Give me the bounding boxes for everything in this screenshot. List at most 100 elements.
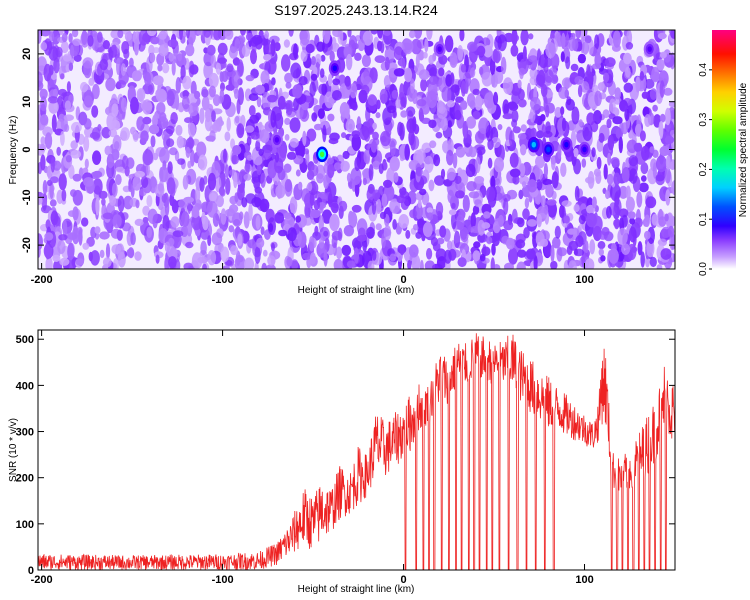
heatmap-cell [145, 163, 150, 176]
heatmap-cell [260, 70, 270, 85]
heatmap-cell [58, 234, 68, 241]
heatmap-cell [376, 99, 381, 110]
heatmap-cell [429, 140, 437, 149]
heatmap-cell [472, 88, 480, 96]
heatmap-cell [234, 254, 246, 269]
heatmap-cell [504, 262, 514, 269]
heatmap-cell [146, 30, 157, 37]
heatmap-cell [223, 148, 227, 163]
heatmap-cell [619, 99, 628, 112]
heatmap-cell [146, 195, 153, 207]
heatmap-cell [460, 64, 467, 73]
heatmap-cell [592, 110, 603, 125]
heatmap-cell [139, 188, 147, 197]
heatmap-cell [142, 149, 154, 166]
x-tick-label: 100 [575, 274, 593, 286]
heatmap-cell [584, 35, 592, 44]
heatmap-cell [164, 255, 170, 269]
x-tick-label: 0 [400, 274, 406, 286]
heatmap-cell [474, 130, 485, 144]
heatmap-cell [460, 100, 468, 110]
heatmap-cell [481, 246, 491, 256]
heatmap-cell [134, 218, 144, 226]
heatmap-cell [44, 132, 53, 150]
heatmap-cell [305, 43, 315, 54]
heatmap-cell [615, 128, 623, 140]
heatmap-cell [485, 124, 493, 142]
heatmap-cell [219, 88, 225, 103]
heatmap-cell [200, 240, 207, 256]
heatmap-cell [655, 174, 665, 186]
heatmap-cell [426, 30, 433, 40]
heatmap-cell [62, 53, 72, 62]
heatmap-cell [321, 83, 327, 96]
heatmap-cell [226, 116, 231, 132]
heatmap-cell [144, 71, 152, 87]
heatmap-cell [664, 167, 671, 184]
heatmap-cell [57, 240, 66, 255]
heatmap-cell [164, 241, 170, 253]
heatmap-cell [347, 30, 352, 38]
spectrogram-x-axis-label: Height of straight line (km) [298, 285, 415, 296]
heatmap-cell [413, 30, 423, 39]
heatmap-cell [298, 181, 303, 190]
heatmap-cell [164, 199, 170, 217]
y-tick-label: 10 [21, 96, 33, 108]
heatmap-cell [515, 239, 526, 249]
heatmap-cell [585, 176, 595, 184]
heatmap-cell [322, 30, 331, 44]
heatmap-cell [359, 125, 370, 141]
heatmap-cell [348, 211, 358, 228]
heatmap-cell [72, 189, 83, 206]
heatmap-cell [645, 196, 657, 209]
heatmap-cell [170, 112, 178, 125]
heatmap-cell [49, 199, 57, 207]
heatmap-cell [594, 34, 600, 50]
heatmap-cell [472, 110, 481, 120]
heatmap-cell [92, 83, 100, 100]
heatmap-cell [350, 167, 362, 186]
heatmap-cell [175, 77, 181, 94]
heatmap-cell [255, 112, 262, 121]
heatmap-cell [349, 83, 358, 99]
heatmap-cell [149, 52, 156, 63]
heatmap-cell [424, 260, 436, 269]
heatmap-cell [40, 42, 48, 51]
heatmap-cell [502, 77, 513, 95]
y-tick-label: 300 [16, 427, 34, 439]
heatmap-cell [53, 57, 60, 74]
heatmap-cell [154, 183, 165, 197]
heatmap-cell [552, 236, 561, 249]
snr-frame [37, 329, 676, 571]
heatmap-cell [384, 56, 390, 71]
heatmap-cell [341, 244, 352, 256]
heatmap-cell [518, 98, 527, 108]
heatmap-cell [245, 193, 257, 204]
heatmap-cell [116, 80, 127, 89]
heatmap-cell [117, 30, 124, 39]
colorbar-label: Normalized spectral amplitude [738, 82, 749, 217]
heatmap-cell [433, 154, 441, 167]
heatmap-cell [644, 114, 651, 127]
heatmap-cell [462, 194, 470, 213]
heatmap-cell [246, 154, 253, 161]
heatmap-cell [318, 237, 325, 249]
heatmap-cell [48, 46, 59, 61]
colorbar-tick-label: 0.3 [698, 112, 709, 126]
heatmap-cell [40, 114, 49, 126]
heatmap-cell [408, 244, 419, 258]
heatmap-cell [194, 90, 201, 100]
heatmap-cell [393, 68, 405, 77]
heatmap-cell [80, 81, 89, 93]
heatmap-cell [202, 216, 209, 231]
heatmap-cell [274, 212, 285, 224]
heatmap-cell [503, 197, 509, 215]
heatmap-cell [57, 95, 63, 106]
heatmap-cell [389, 253, 397, 262]
heatmap-cell [281, 54, 291, 72]
heatmap-cell [183, 196, 195, 203]
heatmap-cell [659, 145, 670, 157]
heatmap-cell [146, 226, 152, 239]
heatmap-cell [567, 228, 577, 235]
heatmap-cell [598, 248, 604, 257]
